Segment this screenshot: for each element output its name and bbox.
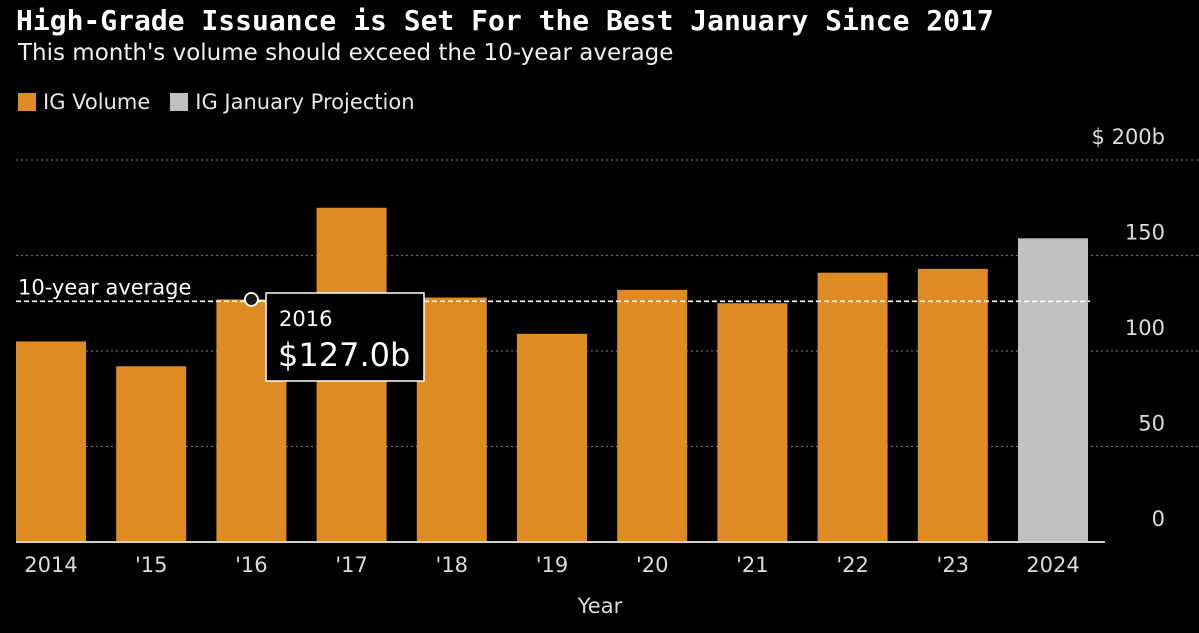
x-tick-label: '17 [335,553,368,577]
bar-ig-volume [917,268,988,542]
x-tick-label: '15 [135,553,168,577]
reference-line-label: 10-year average [18,275,191,299]
x-axis-label: Year [577,594,623,618]
tooltip-marker [243,292,259,307]
legend-swatch-projection [170,93,189,111]
x-tick-label: '22 [836,553,869,577]
bar-ig-volume [617,289,688,542]
x-tick-label: '19 [536,553,569,577]
x-tick-label: 2024 [1026,553,1079,577]
legend-item-volume[interactable]: IG Volume [18,90,150,114]
x-tick-label: '21 [736,553,769,577]
bar-ig-volume [717,303,788,542]
y-tick-label: $ 200b [1092,125,1165,149]
y-tick-label: 0 [1152,507,1165,531]
bar-ig-volume [817,272,888,542]
bar-ig-projection [1018,238,1088,542]
tooltip-box [265,292,425,382]
y-tick-label: 150 [1125,221,1165,245]
legend-swatch-volume [18,93,36,111]
legend: IG Volume IG January Projection [18,90,415,114]
x-tick-label: '20 [636,553,669,577]
bar-ig-volume [16,341,86,542]
tooltip-year: 2016 [279,307,332,331]
y-tick-label: 50 [1138,412,1165,436]
tooltip-value: $127.0b [278,336,410,374]
x-tick-label: '23 [937,553,970,577]
chart-subtitle: This month's volume should exceed the 10… [18,40,674,66]
legend-label-projection: IG January Projection [195,90,415,114]
chart-title: High-Grade Issuance is Set For the Best … [16,4,994,37]
x-tick-label: 2014 [24,553,77,577]
y-tick-label: 100 [1125,316,1165,340]
legend-item-projection[interactable]: IG January Projection [170,90,415,114]
x-tick-label: '18 [436,553,469,577]
x-tick-label: '16 [235,553,268,577]
bar-ig-volume [517,333,587,542]
bar-ig-volume [116,366,187,542]
legend-label-volume: IG Volume [43,90,151,114]
bar-ig-volume [416,297,487,542]
